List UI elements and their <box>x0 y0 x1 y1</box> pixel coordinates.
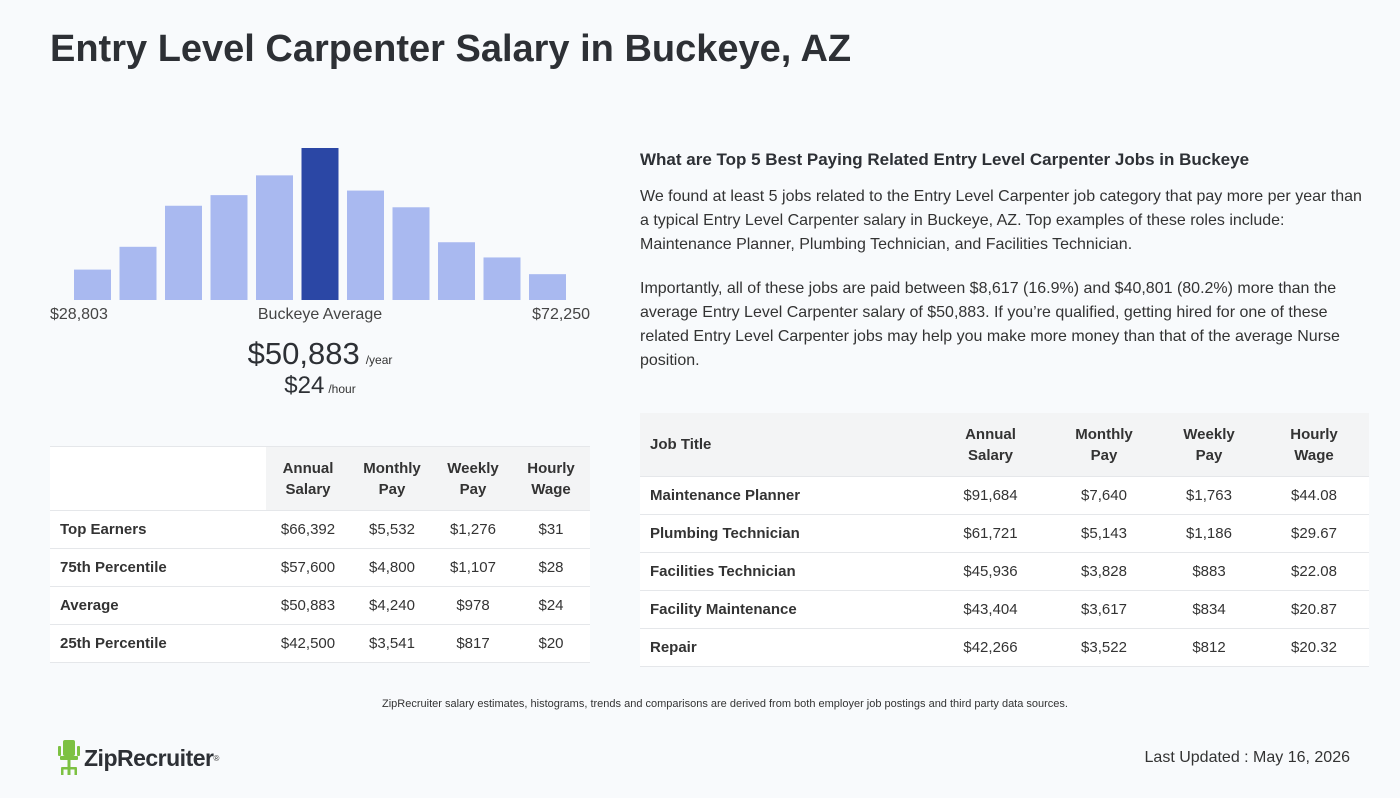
histogram-bar <box>483 257 521 300</box>
table-row: 25th Percentile $42,500 $3,541 $817 $20 <box>50 624 590 663</box>
cell: $4,800 <box>350 548 434 587</box>
table-row: Repair $42,266 $3,522 $812 $20.32 <box>640 628 1369 667</box>
page-title: Entry Level Carpenter Salary in Buckeye,… <box>50 28 852 70</box>
job-title: Maintenance Planner <box>640 476 932 515</box>
ziprecruiter-logo[interactable]: ZipRecruiter ® <box>58 740 219 776</box>
related-jobs-table: Job Title Annual Salary Monthly Pay Weekly… <box>640 413 1369 667</box>
cell: $24 <box>512 586 590 625</box>
row-label: Top Earners <box>50 510 266 549</box>
average-hourly-unit: /hour <box>328 382 356 396</box>
table-row: Average $50,883 $4,240 $978 $24 <box>50 586 590 625</box>
histogram-bar <box>210 195 248 300</box>
histogram-min-label: $28,803 <box>50 306 108 323</box>
header-monthly-pay: Monthly Pay <box>1049 413 1159 477</box>
chair-icon <box>58 740 80 775</box>
average-yearly: $50,883/year <box>50 336 590 372</box>
cell: $57,600 <box>266 548 350 587</box>
row-label: Average <box>50 586 266 625</box>
cell: $1,763 <box>1159 476 1259 515</box>
cell: $5,532 <box>350 510 434 549</box>
last-updated: Last Updated : May 16, 2026 <box>1144 749 1350 766</box>
cell: $20.87 <box>1259 590 1369 629</box>
cell: $31 <box>512 510 590 549</box>
histogram-bar <box>392 207 430 300</box>
cell: $812 <box>1159 628 1259 667</box>
cell: $29.67 <box>1259 514 1369 553</box>
average-yearly-unit: /year <box>365 353 393 367</box>
cell: $61,721 <box>932 514 1049 553</box>
histogram-center-label: Buckeye Average <box>257 306 383 323</box>
cell: $45,936 <box>932 552 1049 591</box>
cell: $42,500 <box>266 624 350 663</box>
cell: $91,684 <box>932 476 1049 515</box>
header-annual-salary: Annual Salary <box>932 413 1049 477</box>
header-monthly-pay: Monthly Pay <box>350 446 434 511</box>
average-hourly-value: $24 <box>284 372 325 399</box>
header-job-title: Job Title <box>640 413 932 477</box>
jobs-table-header: Job Title Annual Salary Monthly Pay Weekly… <box>640 413 1369 477</box>
table-row: Plumbing Technician $61,721 $5,143 $1,18… <box>640 514 1369 553</box>
cell: $1,276 <box>434 510 512 549</box>
table-row: Facilities Technician $45,936 $3,828 $88… <box>640 552 1369 591</box>
header-weekly-pay: Weekly Pay <box>1159 413 1259 477</box>
cell: $817 <box>434 624 512 663</box>
cell: $20 <box>512 624 590 663</box>
related-paragraph-1: We found at least 5 jobs related to the … <box>640 188 1362 253</box>
cell: $42,266 <box>932 628 1049 667</box>
cell: $883 <box>1159 552 1259 591</box>
salary-histogram <box>74 148 566 300</box>
header-weekly-pay: Weekly Pay <box>434 446 512 511</box>
cell: $3,522 <box>1049 628 1159 667</box>
percentile-table: Annual Salary Monthly Pay Weekly Pay Hourly… <box>50 446 590 663</box>
cell: $4,240 <box>350 586 434 625</box>
cell: $66,392 <box>266 510 350 549</box>
percentile-table-header: Annual Salary Monthly Pay Weekly Pay Hourly… <box>50 446 590 511</box>
histogram-bar <box>256 175 293 300</box>
histogram-max-label: $72,250 <box>532 306 590 323</box>
cell: $22.08 <box>1259 552 1369 591</box>
job-title: Plumbing Technician <box>640 514 932 553</box>
cell: $50,883 <box>266 586 350 625</box>
cell: $20.32 <box>1259 628 1369 667</box>
histogram-bar <box>74 269 111 300</box>
table-row: Top Earners $66,392 $5,532 $1,276 $31 <box>50 510 590 549</box>
header-annual-salary: Annual Salary <box>266 446 350 511</box>
related-jobs-title: What are Top 5 Best Paying Related Entry… <box>640 150 1250 169</box>
cell: $1,107 <box>434 548 512 587</box>
cell: $3,617 <box>1049 590 1159 629</box>
job-title: Repair <box>640 628 932 667</box>
histogram-bar <box>438 242 475 300</box>
job-title: Facilities Technician <box>640 552 932 591</box>
histogram-bar <box>119 246 157 300</box>
row-label: 75th Percentile <box>50 548 266 587</box>
histogram-bar <box>529 274 566 300</box>
average-yearly-value: $50,883 <box>247 336 360 371</box>
cell: $1,186 <box>1159 514 1259 553</box>
row-label: 25th Percentile <box>50 624 266 663</box>
histogram-labels: Buckeye Average $28,803 $72,250 <box>50 306 590 328</box>
histogram-bar-average <box>301 148 339 300</box>
average-hourly: $24/hour <box>50 372 590 400</box>
logo-text: ZipRecruiter <box>84 744 214 771</box>
histogram-bar <box>347 190 384 300</box>
cell: $44.08 <box>1259 476 1369 515</box>
header-hourly-wage: Hourly Wage <box>1259 413 1369 477</box>
job-title: Facility Maintenance <box>640 590 932 629</box>
cell: $834 <box>1159 590 1259 629</box>
header-blank <box>50 446 266 511</box>
header-hourly-wage: Hourly Wage <box>512 446 590 511</box>
cell: $28 <box>512 548 590 587</box>
histogram-bar <box>165 205 202 300</box>
table-row: Maintenance Planner $91,684 $7,640 $1,76… <box>640 476 1369 515</box>
cell: $978 <box>434 586 512 625</box>
cell: $43,404 <box>932 590 1049 629</box>
table-row: Facility Maintenance $43,404 $3,617 $834… <box>640 590 1369 629</box>
related-paragraph-2: Importantly, all of these jobs are paid … <box>640 280 1340 369</box>
cell: $5,143 <box>1049 514 1159 553</box>
cell: $3,828 <box>1049 552 1159 591</box>
cell: $3,541 <box>350 624 434 663</box>
cell: $7,640 <box>1049 476 1159 515</box>
disclaimer: ZipRecruiter salary estimates, histogram… <box>382 698 1068 710</box>
table-row: 75th Percentile $57,600 $4,800 $1,107 $2… <box>50 548 590 587</box>
